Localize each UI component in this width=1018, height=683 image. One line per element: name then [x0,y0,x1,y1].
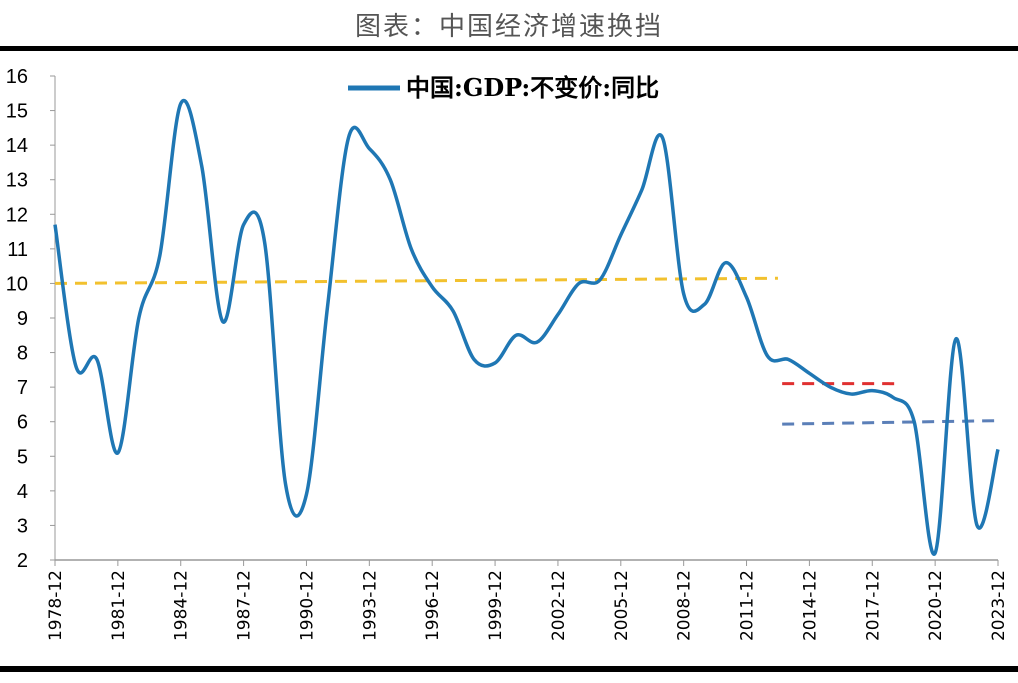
x-tick-label: 2011-12 [738,570,758,641]
x-tick-label: 2014-12 [800,570,820,641]
x-tick-label: 1978-12 [46,570,66,641]
x-tick-label: 1981-12 [109,570,129,641]
bottom-rule [0,666,1018,672]
y-tick-label: 6 [17,412,28,434]
top-rule [0,46,1018,51]
y-tick-label: 16 [6,66,28,88]
x-tick-label: 2023-12 [989,570,1009,641]
x-tick-label: 2020-12 [926,570,946,641]
y-tick-label: 2 [17,550,28,572]
x-tick-label: 1984-12 [172,570,192,641]
x-tick-label: 1993-12 [360,570,380,641]
x-tick-label: 2002-12 [549,570,569,641]
x-tick-label: 1987-12 [235,570,255,641]
x-tick-label: 1999-12 [486,570,506,641]
y-tick-label: 3 [17,515,28,537]
x-tick-label: 2017-12 [863,570,883,641]
y-tick-label: 14 [6,135,28,157]
series-line [53,99,1000,556]
y-tick-label: 4 [17,481,28,503]
y-tick-label: 10 [6,273,28,295]
y-tick-label: 15 [6,101,28,123]
y-tick-label: 8 [17,343,28,365]
y-tick-label: 7 [17,377,28,399]
y-tick-label: 12 [6,204,28,226]
x-tick-label: 2008-12 [675,570,695,641]
reference-line [54,276,778,285]
y-tick-label: 13 [6,170,28,192]
x-tick-label: 2005-12 [612,570,632,641]
y-tick-label: 5 [17,446,28,468]
legend-label: 中国:GDP:不变价:同比 [406,73,659,102]
y-tick-label: 11 [7,239,28,261]
x-tick-label: 1996-12 [423,570,443,641]
y-tick-label: 9 [17,308,28,330]
x-tick-label: 1990-12 [297,570,317,641]
chart-title: 图表：中国经济增速换挡 [354,12,663,42]
reference-line [782,419,995,426]
